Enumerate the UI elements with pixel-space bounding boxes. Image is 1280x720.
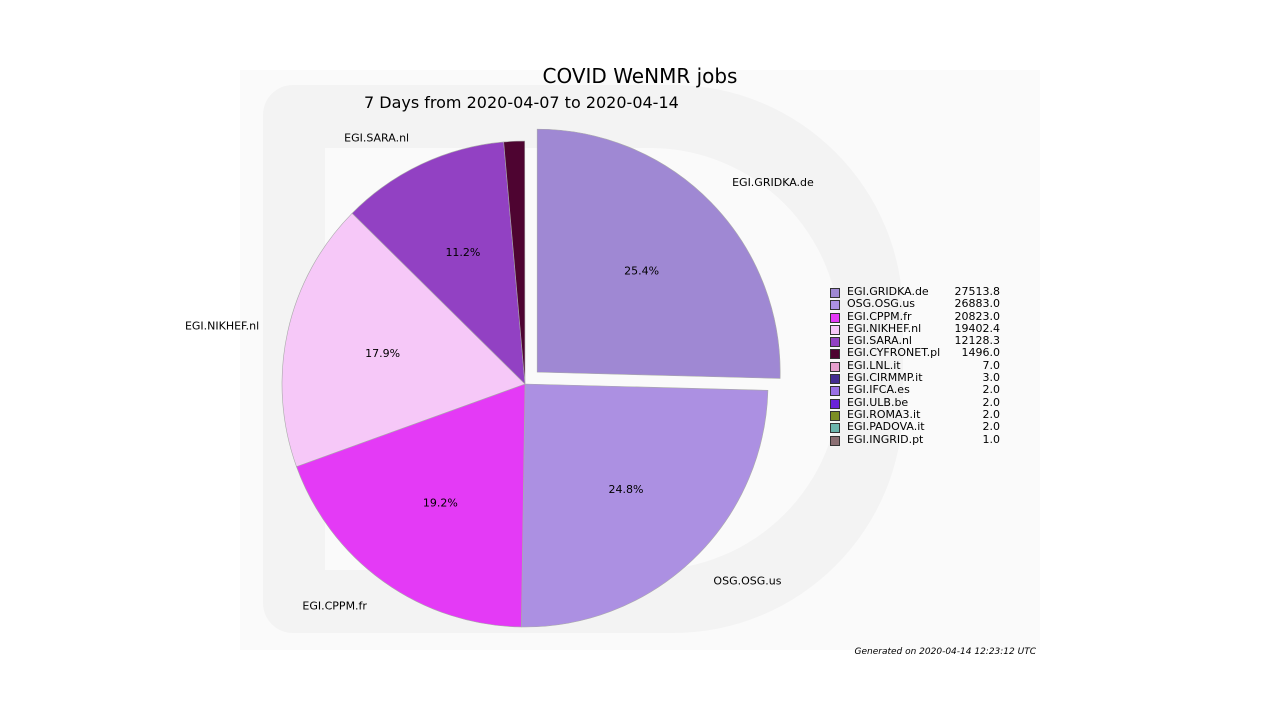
legend-swatch [830,337,840,348]
legend-value: 2.0 [982,383,1001,397]
pie-slice-egi-cppm-fr [296,383,526,628]
legend-item: EGI.CYFRONET.pl 1496.0 [830,346,1001,360]
legend-item: EGI.LNL.it 7.0 [830,358,1001,372]
legend-value: 27513.8 [954,285,1001,298]
legend-label: EGI.CPPM.fr [847,309,912,323]
legend-label: EGI.SARA.nl [847,334,912,348]
pie-category-label-egi-sara-nl: EGI.SARA.nl [344,132,409,145]
legend-item: EGI.PADOVA.it 2.0 [830,420,1001,434]
legend-label: EGI.INGRID.pt [847,432,924,446]
pie-percent-label-egi-nikhef-nl: 17.9% [365,347,400,360]
legend-value: 26883.0 [954,297,1001,311]
legend-label: EGI.LNL.it [847,358,901,372]
chart-subtitle: 7 Days from 2020-04-07 to 2020-04-14 [364,93,679,112]
legend-item: EGI.CPPM.fr 20823.0 [830,309,1001,323]
legend-swatch [830,386,840,397]
pie-slice-egi-gridka-de [536,128,781,379]
chart-title: COVID WeNMR jobs [542,64,738,88]
legend-swatch [830,288,840,298]
legend-value: 1.0 [982,432,1001,446]
legend-label: EGI.CIRMMP.it [847,371,923,385]
pie-percent-label-egi-cppm-fr: 19.2% [423,497,458,510]
legend-item: EGI.NIKHEF.nl 19402.4 [830,321,1001,335]
legend-value: 2.0 [982,407,1001,421]
legend-swatch [830,300,840,311]
legend-item: EGI.SARA.nl 12128.3 [830,334,1001,348]
legend-item: OSG.OSG.us 26883.0 [830,297,1001,311]
legend-swatch [830,349,840,360]
legend-item: EGI.INGRID.pt 1.0 [830,432,1001,446]
legend-value: 12128.3 [954,334,1001,348]
legend-label: EGI.NIKHEF.nl [847,321,922,335]
legend-item: EGI.ULB.be 2.0 [830,395,1001,409]
legend-item: EGI.ROMA3.it 2.0 [830,407,1001,421]
pie-category-label-egi-cppm-fr: EGI.CPPM.fr [302,600,367,613]
legend-swatch [830,398,840,409]
pie-slice-egi-sara-nl [351,141,526,385]
legend-swatch [830,312,840,323]
legend-value: 1496.0 [961,346,1001,360]
legend-value: 19402.4 [954,321,1001,335]
legend-value: 2.0 [982,395,1001,409]
pie-slice-egi-cyfronet-pl [503,140,526,385]
generated-timestamp: Generated on 2020-04-14 12:23:12 UTC [854,647,1037,657]
legend-label: EGI.ULB.be [847,395,909,409]
pie-percent-label-egi-sara-nl: 11.2% [445,246,480,259]
pie-slice-osg-osg-us [520,383,769,628]
legend-label: EGI.CYFRONET.pl [847,346,941,360]
legend-label: EGI.IFCA.es [847,383,910,397]
legend-label: EGI.PADOVA.it [847,420,925,434]
pie-category-label-egi-gridka-de: EGI.GRIDKA.de [732,176,814,189]
pie-percent-label-egi-gridka-de: 25.4% [624,264,659,277]
legend-item: EGI.IFCA.es 2.0 [830,383,1001,397]
legend-value: 2.0 [982,420,1001,434]
legend-value: 20823.0 [954,309,1001,323]
legend-item: EGI.GRIDKA.de 27513.8 [830,285,1001,298]
legend-label: EGI.GRIDKA.de [847,285,929,298]
legend-value: 7.0 [982,358,1001,372]
legend-swatch [830,435,840,446]
legend-swatch [830,324,840,335]
legend-item: EGI.CIRMMP.it 3.0 [830,371,1001,385]
pie-category-label-osg-osg-us: OSG.OSG.us [713,574,781,587]
legend-label: EGI.ROMA3.it [847,407,921,421]
legend: EGI.GRIDKA.de 27513.8 OSG.OSG.us 26883.0 EGI… [830,285,1001,446]
legend-swatch [830,410,840,421]
legend-swatch [830,361,840,372]
legend-swatch [830,423,840,434]
legend-value: 3.0 [982,371,1001,385]
legend-label: OSG.OSG.us [847,297,916,311]
legend-swatch [830,374,840,385]
pie-slice-egi-nikhef-nl [281,212,526,468]
pie-percent-label-osg-osg-us: 24.8% [608,483,643,496]
pie-category-label-egi-nikhef-nl: EGI.NIKHEF.nl [185,320,259,333]
